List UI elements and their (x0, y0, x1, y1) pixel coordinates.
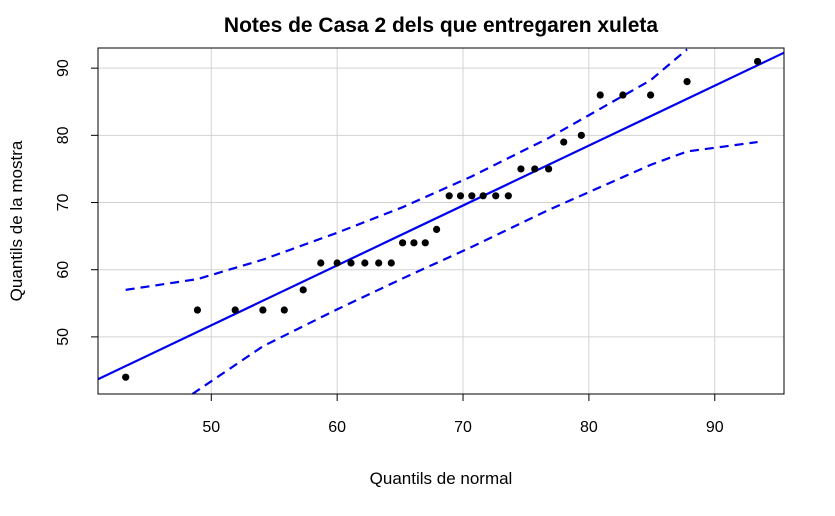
data-point (375, 259, 383, 267)
data-point (333, 259, 341, 267)
x-tick-label: 60 (328, 419, 346, 436)
data-point (399, 239, 407, 247)
data-point (456, 192, 465, 200)
data-point (122, 373, 130, 381)
data-point (596, 91, 604, 99)
data-point (683, 77, 691, 86)
data-point (560, 138, 568, 146)
data-point (545, 165, 553, 173)
x-tick-label: 80 (580, 419, 598, 436)
x-axis: 50 60 70 80 90 (202, 393, 724, 436)
data-point (259, 306, 267, 314)
reference-line-group (98, 51, 784, 381)
data-point (753, 57, 762, 66)
grid (98, 48, 784, 394)
y-tick-label: 80 (55, 126, 72, 144)
data-point (193, 306, 202, 314)
data-point (504, 192, 512, 200)
reference-line (98, 51, 784, 381)
y-tick-label: 70 (55, 194, 72, 212)
y-axis-label: Quantils de la mostra (7, 140, 26, 301)
confidence-band-upper (125, 48, 688, 291)
y-tick-label: 90 (55, 59, 72, 77)
confidence-band-lower (191, 140, 758, 394)
data-point (410, 239, 418, 247)
data-point (231, 306, 239, 314)
data-point (317, 259, 325, 267)
data-point (387, 259, 395, 267)
data-point (646, 91, 655, 99)
data-point (517, 165, 525, 173)
x-axis-label: Quantils de normal (370, 469, 513, 488)
data-point (531, 165, 539, 173)
chart-title: Notes de Casa 2 dels que entregaren xule… (224, 14, 658, 37)
x-tick-label: 50 (202, 419, 220, 436)
data-point (468, 192, 476, 200)
y-tick-label: 50 (55, 328, 72, 346)
data-point (492, 192, 500, 200)
data-point (432, 225, 441, 233)
x-tick-label: 70 (454, 419, 472, 436)
y-tick-label: 60 (55, 261, 72, 279)
data-point (280, 306, 288, 314)
data-point (361, 259, 369, 267)
data-points (122, 57, 762, 381)
x-tick-label: 90 (706, 419, 724, 436)
y-axis: 50 60 70 80 90 (55, 59, 99, 346)
data-point (445, 192, 453, 200)
data-point (421, 239, 429, 247)
data-point (347, 259, 355, 267)
data-point (479, 192, 487, 200)
confidence-band (125, 48, 758, 394)
data-point (577, 131, 585, 139)
data-point (299, 286, 307, 294)
data-point (619, 91, 627, 99)
